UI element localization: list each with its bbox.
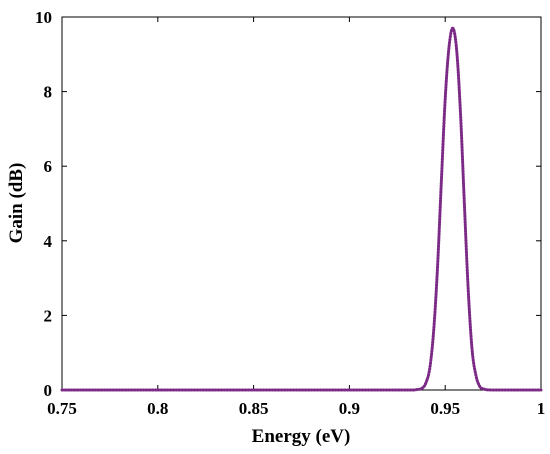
series-line xyxy=(60,26,543,392)
y-tick-label: 4 xyxy=(44,232,53,251)
x-tick-label: 0.9 xyxy=(339,399,360,418)
y-tick-label: 6 xyxy=(44,157,53,176)
y-tick-label: 0 xyxy=(44,381,53,400)
x-axis-label: Energy (eV) xyxy=(252,426,351,447)
x-tick-label: 1 xyxy=(537,399,546,418)
x-tick-label: 0.8 xyxy=(147,399,168,418)
y-tick-label: 10 xyxy=(35,8,52,27)
ticks xyxy=(61,16,542,391)
x-tick-label: 0.85 xyxy=(239,399,269,418)
y-axis-label: Gain (dB) xyxy=(6,163,27,244)
plot-frame xyxy=(61,16,542,391)
x-tick-label: 0.95 xyxy=(430,399,460,418)
x-tick-label: 0.75 xyxy=(47,399,77,418)
y-tick-label: 8 xyxy=(44,83,53,102)
y-tick-label: 2 xyxy=(44,306,53,325)
